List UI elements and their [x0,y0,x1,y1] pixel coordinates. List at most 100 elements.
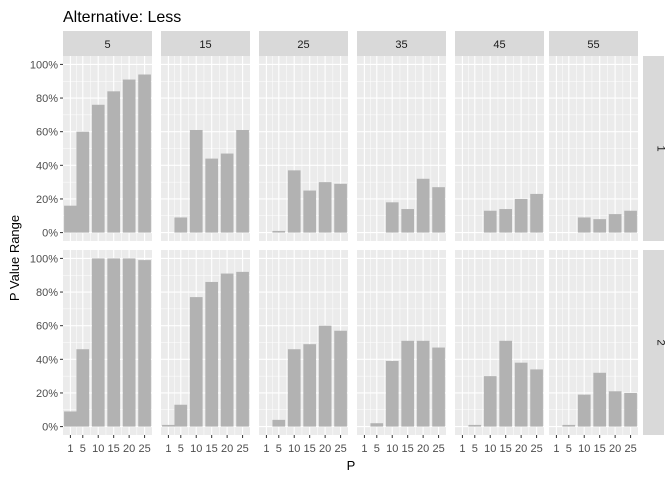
bar-row2-col15-x5 [174,404,188,427]
panel-row1-col35 [357,56,446,241]
y-tick-label: 60% [36,321,58,333]
x-tick-label: 15 [206,443,218,455]
x-tick-label: 20 [609,443,621,455]
x-tick-label: 1 [553,443,559,455]
x-tick-label: 15 [304,443,316,455]
chart-title: Alternative: Less [63,9,181,26]
bar-row2-col5-x25 [138,260,151,427]
bar-row1-col25-x20 [318,182,332,233]
x-tick-label: 25 [236,443,248,455]
facet-label-col-55: 55 [587,39,599,51]
x-tick-label: 5 [178,443,184,455]
y-tick-label: 40% [36,160,58,172]
bar-row1-col25-x5 [272,230,286,233]
panel-row1-col15 [161,56,250,241]
bar-row1-col15-x5 [174,217,188,233]
x-tick-label: 20 [319,443,331,455]
panel-row1-col55 [549,56,638,241]
bar-row2-col15-x20 [220,273,234,427]
y-tick-label: 100% [30,253,58,265]
bar-row2-col55-x15 [593,372,607,427]
bar-row1-col5-x5 [76,131,90,233]
x-tick-label: 25 [530,443,542,455]
bar-row1-col45-x20 [514,198,528,233]
x-tick-label: 10 [386,443,398,455]
panel-row1-col45 [455,56,544,241]
bar-row2-col35-x10 [385,361,399,427]
x-tick-label: 20 [123,443,135,455]
bar-row2-col55-x25 [624,392,637,427]
bar-row2-col15-x25 [236,271,249,427]
panel-row2-col15 [161,250,250,435]
facet-strip-col-45 [455,31,544,56]
x-tick-label: 5 [472,443,478,455]
bar-row2-col45-x5 [468,424,482,427]
panels: 5 15 25 35 45 55120%20%40%60%80%100%0%20%40%6… [30,31,667,455]
bar-row2-col55-x20 [608,391,622,427]
x-tick-label: 15 [402,443,414,455]
x-tick-label: 1 [67,443,73,455]
x-tick-label: 25 [432,443,444,455]
bar-row2-col5-x20 [122,258,136,427]
bar-row1-col15-x20 [220,153,234,233]
x-tick-label: 1 [459,443,465,455]
x-tick-label: 15 [594,443,606,455]
bar-row2-col45-x15 [499,340,513,427]
x-tick-label: 5 [566,443,572,455]
bar-row1-col25-x10 [287,170,301,233]
bar-row2-col25-x20 [318,325,332,427]
bar-row2-col5-x10 [91,258,105,427]
bar-row2-col45-x20 [514,362,528,427]
bar-row2-col25-x15 [303,344,317,427]
bar-row2-col35-x20 [416,340,430,427]
x-tick-label: 1 [263,443,269,455]
bar-row2-col35-x25 [432,347,445,427]
bar-row2-col35-x5 [370,423,384,427]
y-tick-label: 20% [36,388,58,400]
bar-row1-col15-x10 [189,130,203,233]
facet-label-col-15: 15 [199,39,211,51]
x-tick-label: 25 [334,443,346,455]
bar-row2-col55-x10 [577,394,591,427]
x-tick-label: 1 [361,443,367,455]
x-tick-label: 5 [80,443,86,455]
y-tick-label: 0% [42,228,58,240]
y-tick-label: 20% [36,194,58,206]
x-tick-label: 10 [288,443,300,455]
facet-label-col-35: 35 [395,39,407,51]
x-tick-label: 25 [624,443,636,455]
bar-row1-col55-x25 [624,210,637,233]
x-tick-label: 20 [417,443,429,455]
bar-row2-col45-x25 [530,369,543,427]
facet-strip-row-2 [643,250,664,435]
x-axis-label: P [347,458,356,473]
bar-row2-col25-x10 [287,349,301,427]
bar-row1-col35-x20 [416,178,430,233]
bar-row2-col5-x15 [107,258,121,427]
panel-row1-col5 [63,56,152,241]
bar-row1-col5-x25 [138,74,151,233]
bar-row1-col55-x10 [577,217,591,233]
panel-row1-col25 [259,56,348,241]
bar-row1-col15-x25 [236,130,249,233]
y-tick-label: 0% [42,422,58,434]
panel-row2-col55 [549,250,638,435]
x-tick-label: 20 [515,443,527,455]
facet-label-col-5: 5 [104,39,110,51]
bar-row2-col55-x5 [562,424,576,427]
bar-row1-col15-x15 [205,158,219,233]
bar-row2-col35-x15 [401,340,415,427]
facet-strip-row-1 [643,56,664,241]
facet-strip-col-25 [259,31,348,56]
panel-row2-col35 [357,250,446,435]
x-tick-label: 25 [138,443,150,455]
x-tick-label: 1 [165,443,171,455]
x-tick-label: 15 [500,443,512,455]
bar-row1-col55-x20 [608,214,622,233]
bar-row1-col5-x1 [64,205,77,233]
bar-row1-col25-x15 [303,190,317,233]
y-axis-label: P Value Range [7,215,22,301]
bar-row1-col45-x25 [530,193,543,233]
bar-row2-col5-x5 [76,349,90,427]
facet-label-col-45: 45 [493,39,505,51]
